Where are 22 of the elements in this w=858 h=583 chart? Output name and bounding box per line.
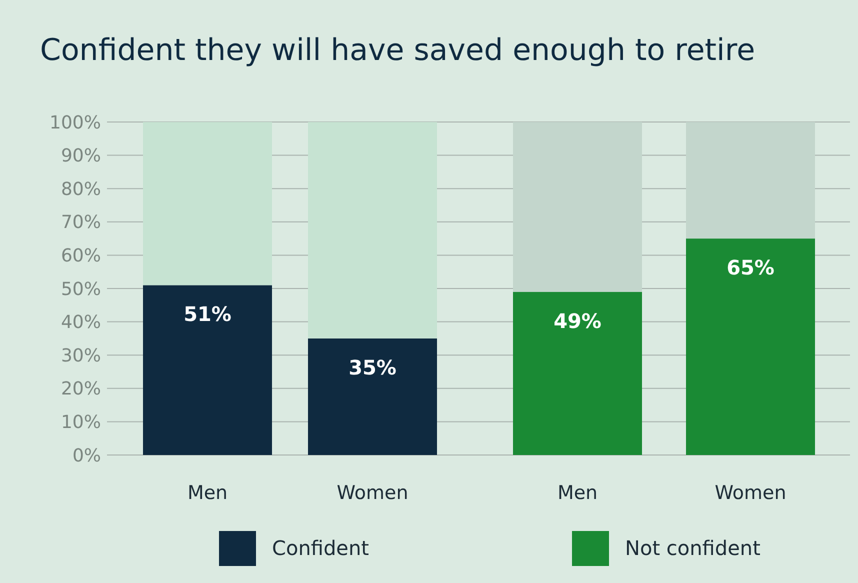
legend-label: Not confident [625,536,761,560]
data-label: 65% [726,256,774,280]
x-tick-label: Men [187,482,228,504]
y-tick-label: 90% [60,146,101,167]
y-tick-label: 0% [72,445,101,466]
y-tick-label: 100% [50,112,101,134]
y-tick-label: 80% [60,178,101,200]
y-tick-label: 10% [60,412,101,433]
y-tick-label: 30% [60,345,101,366]
data-label: 49% [554,308,602,333]
data-label: 51% [184,302,232,326]
y-tick-label: 40% [60,312,101,334]
data-label: 35% [348,355,396,380]
y-tick-label: 50% [60,278,101,300]
chart-title: Confident they will have saved enough to retire [40,33,756,68]
legend-label: Confident [272,536,370,560]
y-tick-label: 20% [60,378,101,400]
y-tick-label: 70% [60,212,101,234]
x-tick-label: Men [557,482,598,504]
x-tick-label: Women [336,482,408,504]
x-tick-label: Women [714,482,786,504]
y-tick-label: 60% [60,246,101,266]
